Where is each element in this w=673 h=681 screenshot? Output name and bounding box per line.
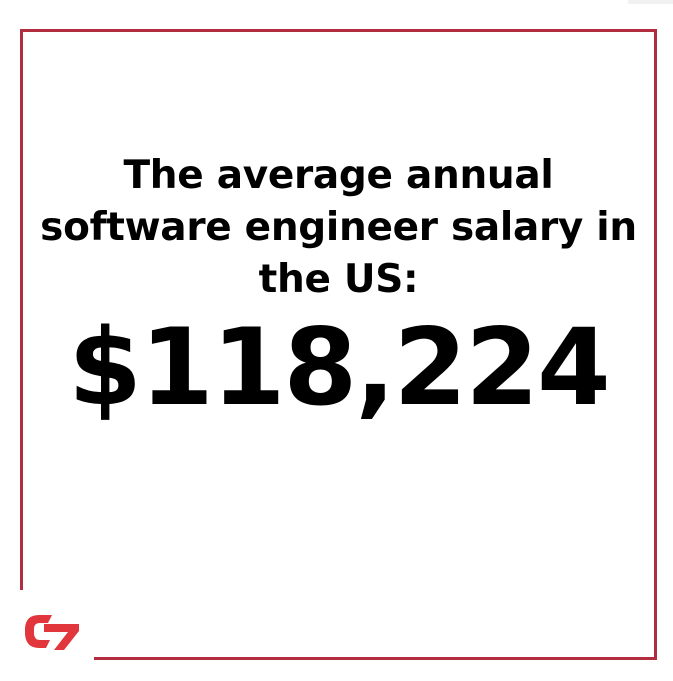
brand-logo-icon (25, 615, 79, 650)
salary-amount: $118,224 (68, 306, 611, 429)
corner-strip (628, 0, 673, 4)
frame-left-border (20, 29, 23, 590)
frame-bottom-border (94, 657, 657, 660)
frame-right-border (654, 29, 657, 660)
frame-top-border (20, 29, 657, 32)
headline-text: The average annual software engineer sal… (40, 153, 637, 302)
